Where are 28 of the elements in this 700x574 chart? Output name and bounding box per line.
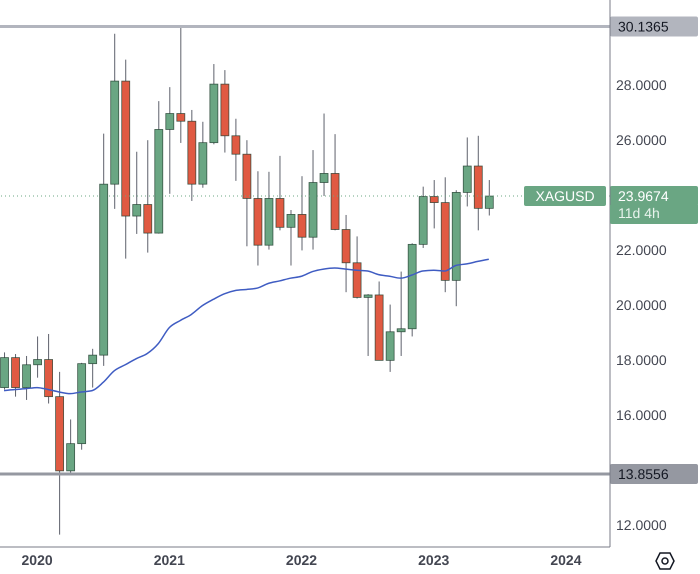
annotation: XAGUSD (524, 186, 606, 206)
y-tick-label: 18.0000 (616, 352, 667, 368)
candlestick (364, 294, 373, 356)
line-series (3, 258, 490, 394)
candlestick (33, 336, 42, 378)
y-tick-label: 22.0000 (616, 242, 667, 258)
candlestick (232, 118, 240, 182)
candlestick (286, 210, 296, 266)
candlestick (298, 176, 306, 251)
x-tick-label: 2023 (418, 552, 450, 568)
x-tick-label: 2022 (286, 552, 318, 568)
candlestick (22, 355, 31, 400)
y-tick-label: 20.0000 (616, 297, 667, 314)
y-tick-label: 12.0000 (616, 516, 667, 533)
x-tick-label: 2021 (154, 552, 186, 568)
ref-line-label: 30.1365 (618, 18, 669, 34)
candlestick (176, 26, 186, 144)
y-tick-label: 16.0000 (616, 407, 667, 424)
candlestick (396, 271, 406, 356)
x-tick-label: 2024 (550, 552, 582, 568)
candlestick (430, 180, 439, 229)
x-tick-label: 2020 (22, 552, 53, 568)
ref-line-label: 13.8556 (618, 466, 669, 482)
candlestick (88, 348, 98, 388)
text: 11d 4h (610, 205, 698, 224)
y-tick-label: 28.0000 (616, 77, 667, 94)
ref-line-label: 23.9674 (618, 188, 669, 204)
y-tick-label: 26.0000 (616, 132, 667, 148)
